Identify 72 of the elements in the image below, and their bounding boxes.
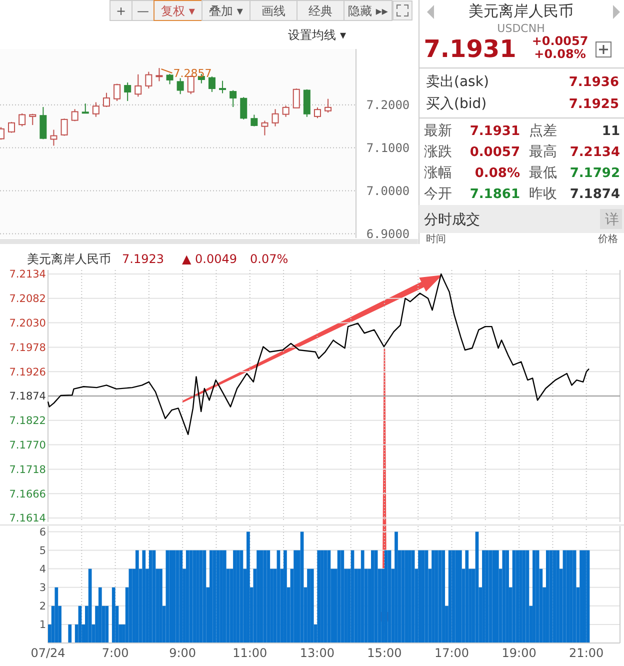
text: ▲ 0.0049 — [182, 252, 238, 266]
text: 卖出(ask) — [426, 74, 489, 90]
text: 复权 ▾ — [161, 4, 195, 18]
text: 0.07% — [250, 252, 288, 266]
text: 7.1923 — [122, 252, 164, 266]
text: 点差 — [529, 123, 557, 139]
x-tick-label: 13:00 — [300, 646, 334, 660]
x-tick-label: 9:00 — [169, 646, 196, 660]
y-tick-label: 7.1926 — [9, 366, 46, 378]
x-tick-label: 15:00 — [367, 646, 402, 660]
y-tick-label: 2 — [39, 600, 46, 613]
text: 隐藏 ▸▸ — [348, 4, 388, 18]
y-tick-label: 7.1614 — [9, 512, 46, 525]
text: 设置均线 ▾ — [288, 28, 346, 42]
text: 今开 — [424, 186, 452, 202]
y-tick-label: 6.9000 — [366, 226, 410, 241]
x-tick-label: 17:00 — [434, 646, 470, 660]
text: 7.1931 — [470, 124, 520, 139]
y-tick-label: 7.1770 — [9, 439, 46, 452]
y-tick-label: 1 — [39, 619, 46, 632]
y-tick-label: 7.2082 — [9, 293, 46, 306]
text: 0.08% — [474, 166, 520, 181]
x-tick-label: 07/24 — [30, 646, 66, 660]
annotation: 7.2857 — [173, 67, 212, 80]
text: 价格 — [597, 233, 618, 245]
text: 7.1861 — [470, 187, 520, 202]
text: 美元离岸人民币 — [468, 2, 574, 20]
text: 7.1792 — [570, 166, 620, 181]
text: +0.0057 — [532, 34, 588, 48]
y-tick-label: 7.1718 — [9, 464, 46, 476]
text: 画线 — [262, 4, 286, 18]
text: 涨跌 — [424, 144, 452, 160]
y-tick-label: 7.2030 — [9, 317, 46, 330]
y-tick-label: 7.1822 — [9, 415, 46, 428]
y-tick-label: 4 — [39, 563, 46, 576]
text: 买入(bid) — [426, 96, 487, 112]
text: 7.1925 — [568, 97, 619, 112]
y-tick-label: 3 — [39, 582, 46, 594]
text: 分时成交 — [424, 212, 480, 228]
text: 涨幅 — [424, 165, 452, 181]
text: 11 — [602, 124, 620, 139]
text: 7.1874 — [570, 187, 620, 202]
text: 最新 — [424, 123, 452, 139]
text: 经典 — [308, 4, 332, 18]
y-tick-label: 5 — [39, 544, 46, 557]
x-tick-label: 19:00 — [502, 646, 536, 660]
y-tick-label: 6 — [39, 526, 46, 538]
text: 7.1936 — [568, 75, 619, 90]
text: 最低 — [529, 165, 557, 181]
text: — — [137, 4, 149, 18]
text: + — [116, 4, 126, 18]
text: 详 — [605, 212, 619, 228]
text: 叠加 ▾ — [209, 4, 243, 18]
y-tick-label: 7.0000 — [366, 184, 410, 198]
text: 时间 — [426, 233, 446, 245]
text: 最高 — [529, 144, 557, 160]
x-tick-label: 11:00 — [232, 646, 268, 660]
y-tick-label: 7.1000 — [366, 140, 410, 155]
y-tick-label: 7.1666 — [9, 488, 46, 500]
text: 7.1931 — [424, 35, 516, 63]
x-tick-label: 7:00 — [102, 646, 129, 660]
text: +0.08% — [534, 47, 586, 61]
text: USDCNH — [497, 22, 545, 35]
y-tick-label: 7.1874 — [9, 390, 46, 403]
text: 7.2134 — [570, 145, 620, 160]
text: 0.0057 — [470, 145, 520, 160]
chart-title: 美元离岸人民币 — [27, 252, 111, 266]
y-tick-label: 7.2134 — [9, 268, 46, 281]
x-tick-label: 21:00 — [569, 646, 604, 660]
y-tick-label: 7.2000 — [366, 98, 410, 112]
text: 昨收 — [529, 186, 557, 202]
y-tick-label: 7.1978 — [9, 342, 46, 354]
